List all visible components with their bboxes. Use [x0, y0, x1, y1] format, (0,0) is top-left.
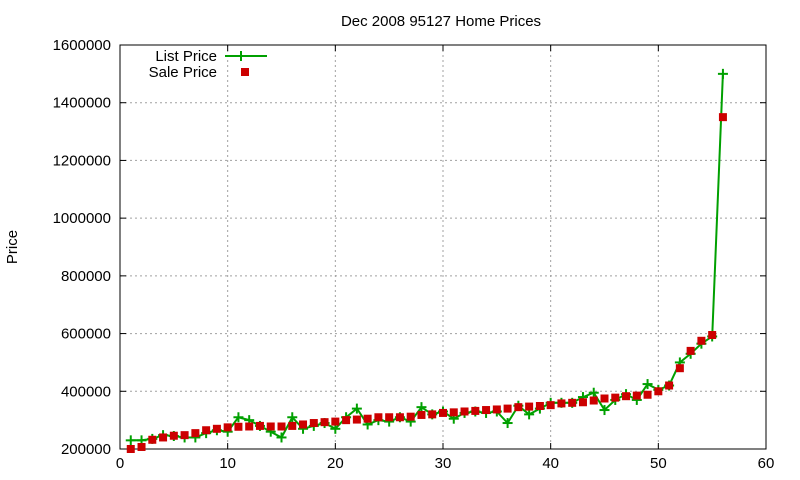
sale-price-point	[525, 402, 534, 411]
sale-price-point	[395, 413, 404, 422]
legend-square-marker	[241, 68, 249, 76]
y-tick-label: 600000	[61, 326, 111, 343]
sale-price-point	[137, 442, 146, 451]
sale-price-point	[686, 346, 695, 355]
x-tick-label: 40	[542, 455, 559, 472]
sale-price-point	[503, 404, 512, 413]
sale-price-point	[482, 406, 491, 415]
sale-price-point	[492, 405, 501, 414]
sale-price-point	[234, 422, 243, 431]
sale-price-point	[309, 419, 318, 428]
sale-price-point	[417, 410, 426, 419]
x-tick-label: 60	[758, 455, 775, 472]
sale-price-point	[159, 433, 168, 442]
sale-price-point	[342, 416, 351, 425]
sale-price-point	[245, 422, 254, 431]
list-price-point	[588, 387, 599, 398]
sale-price-point	[611, 393, 620, 402]
sale-price-point	[255, 421, 264, 430]
list-price-point	[233, 412, 244, 423]
y-axis-label: Price	[4, 230, 21, 264]
sale-price-point	[266, 422, 275, 431]
sale-price-point	[212, 424, 221, 433]
chart-title: Dec 2008 95127 Home Prices	[341, 13, 541, 30]
y-tick-label: 800000	[61, 268, 111, 285]
list-price-point	[599, 405, 610, 416]
sale-price-point	[643, 390, 652, 399]
sale-price-point	[428, 410, 437, 419]
sale-price-point	[148, 435, 157, 444]
list-price-point	[642, 379, 653, 390]
y-tick-label: 200000	[61, 441, 111, 458]
sale-price-point	[449, 408, 458, 417]
sale-price-point	[385, 413, 394, 422]
y-tick-label: 1200000	[53, 152, 111, 169]
sale-price-point	[202, 426, 211, 435]
x-tick-label: 20	[327, 455, 344, 472]
sale-price-point	[374, 413, 383, 422]
sale-price-point	[514, 403, 523, 412]
list-price-point	[717, 68, 728, 79]
y-tick-label: 1400000	[53, 95, 111, 112]
x-tick-label: 50	[650, 455, 667, 472]
list-price-point	[351, 403, 362, 414]
sale-price-point	[535, 402, 544, 411]
sale-price-point	[632, 391, 641, 400]
grid	[120, 45, 766, 449]
y-tick-label: 1600000	[53, 37, 111, 54]
list-price-point	[287, 412, 298, 423]
sale-price-point	[223, 423, 232, 432]
legend: List Price Sale Price	[149, 48, 267, 81]
legend-label-list-price: List Price	[155, 48, 217, 65]
y-tick-label: 1000000	[53, 210, 111, 227]
list-price-line	[130, 73, 724, 442]
axis-ticks: 0 10 20 30 40 50 60 200000 400000 600000 800000 100…	[53, 37, 775, 472]
x-tick-label: 10	[219, 455, 236, 472]
list-price-point	[276, 432, 287, 443]
sale-price-point	[654, 387, 663, 396]
sale-price-point	[718, 113, 727, 122]
list-price-point	[416, 402, 427, 413]
sale-price-point	[169, 431, 178, 440]
sale-price-point	[546, 401, 555, 410]
sale-price-point	[180, 431, 189, 440]
series	[125, 68, 728, 453]
x-tick-label: 0	[116, 455, 124, 472]
x-tick-label: 30	[435, 455, 452, 472]
sale-price-point	[439, 408, 447, 417]
sale-price-point	[352, 415, 361, 424]
list-price-point	[502, 418, 513, 429]
sale-price-point	[191, 429, 200, 438]
sale-price-point	[697, 336, 706, 345]
y-tick-label: 400000	[61, 383, 111, 400]
list-price-point	[524, 409, 535, 420]
sale-price-point	[557, 399, 566, 408]
sale-price-point	[675, 364, 684, 373]
sale-price-point	[471, 406, 480, 415]
sale-price-point	[665, 381, 674, 390]
sale-price-point	[363, 414, 372, 423]
list-price-point	[125, 435, 136, 446]
sale-price-point	[406, 412, 415, 421]
sale-price-point	[320, 418, 329, 427]
sale-price-point	[708, 331, 717, 340]
sale-price-point	[568, 398, 577, 407]
sale-price-point	[578, 398, 587, 407]
sale-price-point	[460, 407, 469, 416]
sale-price-point	[589, 396, 598, 405]
sale-price-point	[331, 417, 340, 426]
sale-price-point	[126, 445, 135, 453]
legend-swatch-sale-price	[241, 68, 249, 76]
sale-price-point	[288, 421, 297, 430]
sale-price-point	[600, 394, 609, 403]
sale-price-point	[277, 422, 286, 431]
legend-label-sale-price: Sale Price	[149, 64, 217, 81]
sale-price-point	[622, 392, 631, 401]
sale-price-point	[299, 420, 308, 429]
